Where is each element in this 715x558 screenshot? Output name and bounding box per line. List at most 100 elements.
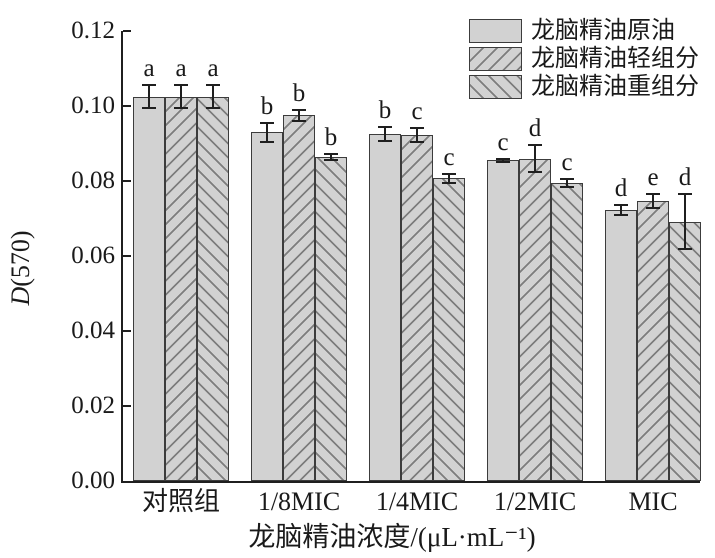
significance-letter: b	[324, 124, 338, 152]
error-bar-cap-top	[292, 109, 306, 112]
y-axis-title-text: D(570)	[6, 230, 35, 306]
significance-letter: d	[678, 163, 692, 191]
y-tick-label: 0.08	[71, 167, 115, 194]
y-tick-label: 0.00	[71, 467, 115, 494]
x-axis-title: 龙脑精油浓度/(μL·mL⁻¹)	[248, 522, 536, 552]
legend-label: 龙脑精油原油	[531, 18, 675, 44]
significance-letter: c	[443, 144, 455, 172]
bar	[283, 115, 315, 481]
y-axis-tick	[123, 255, 131, 257]
error-bar-cap-bottom	[206, 107, 220, 110]
significance-letter: a	[175, 55, 187, 82]
error-bar-line	[684, 193, 686, 250]
error-bar-cap-bottom	[678, 248, 692, 251]
legend-swatch	[469, 47, 522, 71]
error-bar-line	[298, 110, 300, 121]
y-axis-tick	[123, 330, 131, 332]
bar	[369, 134, 401, 481]
bar	[433, 178, 465, 481]
error-bar-cap-bottom	[410, 141, 424, 143]
significance-letter: c	[561, 149, 573, 177]
error-bar-cap-top	[678, 192, 692, 195]
y-axis-title-italic: D	[6, 286, 35, 306]
significance-letter: e	[647, 164, 659, 192]
error-bar-line	[212, 85, 214, 109]
bar	[165, 96, 197, 481]
significance-letter: b	[292, 80, 306, 108]
error-bar-line	[652, 194, 654, 209]
y-axis-tick	[123, 180, 131, 182]
error-bar-cap-top	[442, 173, 456, 176]
error-bar-cap-top	[496, 157, 510, 160]
y-tick-label: 0.10	[71, 92, 115, 119]
y-tick-label: 0.06	[71, 242, 115, 269]
bar	[669, 221, 701, 481]
bar	[637, 201, 669, 481]
error-bar-cap-bottom	[292, 119, 306, 122]
bar	[315, 157, 347, 481]
bar	[605, 210, 637, 481]
error-bar-line	[502, 158, 504, 163]
error-bar-cap-top	[646, 193, 660, 196]
error-bar-cap-top	[142, 84, 156, 86]
y-tick-label: 0.02	[71, 392, 115, 419]
error-bar-line	[384, 127, 386, 142]
legend-item: 龙脑精油轻组分	[469, 45, 699, 73]
legend: 龙脑精油原油 龙脑精油轻组分 龙脑精油重组分	[469, 17, 699, 101]
significance-letter: a	[143, 55, 155, 82]
error-bar-line	[448, 174, 450, 183]
x-category-label: MIC	[628, 487, 678, 516]
error-bar-cap-top	[614, 204, 628, 207]
error-bar-cap-bottom	[442, 181, 456, 184]
legend-item: 龙脑精油原油	[469, 17, 699, 45]
error-bar-cap-bottom	[260, 141, 274, 143]
bar	[519, 158, 551, 481]
error-bar-cap-top	[206, 84, 220, 86]
error-bar-cap-bottom	[378, 140, 392, 143]
legend-item: 龙脑精油重组分	[469, 73, 699, 101]
x-category-label: 1/8MIC	[257, 487, 341, 516]
error-bar-line	[148, 85, 150, 109]
error-bar-line	[620, 205, 622, 216]
error-bar-cap-bottom	[496, 161, 510, 164]
y-axis-tick	[123, 30, 131, 32]
x-category-label: 1/4MIC	[375, 487, 459, 516]
error-bar-cap-bottom	[614, 214, 628, 217]
error-bar-line	[416, 127, 418, 142]
legend-swatch	[469, 19, 522, 43]
error-bar-cap-bottom	[324, 159, 338, 162]
error-bar-line	[266, 122, 268, 142]
significance-letter: c	[497, 128, 509, 156]
bar	[197, 96, 229, 481]
y-axis-tick	[123, 105, 131, 107]
error-bar-cap-top	[378, 126, 392, 128]
error-bar-cap-top	[560, 178, 574, 181]
error-bar-cap-top	[260, 121, 274, 124]
significance-letter: d	[528, 115, 542, 142]
error-bar-line	[330, 154, 332, 161]
error-bar-cap-bottom	[560, 185, 574, 188]
significance-letter: a	[207, 55, 219, 82]
error-bar-cap-bottom	[646, 207, 660, 210]
significance-letter: d	[614, 175, 628, 203]
plot-area	[121, 31, 700, 483]
y-axis-tick	[123, 405, 131, 407]
y-tick-label: 0.12	[71, 17, 115, 44]
legend-label: 龙脑精油重组分	[531, 74, 699, 100]
bar	[133, 96, 165, 481]
error-bar-cap-top	[174, 84, 188, 86]
y-axis-title-rest: (570)	[6, 230, 35, 287]
legend-label: 龙脑精油轻组分	[531, 46, 699, 72]
bar	[487, 160, 519, 481]
error-bar-line	[566, 179, 568, 187]
x-category-label: 对照组	[141, 487, 221, 516]
bar	[401, 134, 433, 481]
x-category-label: 1/2MIC	[493, 487, 577, 516]
error-bar-line	[534, 145, 536, 172]
bar	[251, 132, 283, 481]
significance-letter: b	[260, 92, 274, 120]
error-bar-cap-bottom	[142, 107, 156, 110]
significance-letter: c	[411, 97, 423, 125]
legend-swatch	[469, 75, 522, 99]
